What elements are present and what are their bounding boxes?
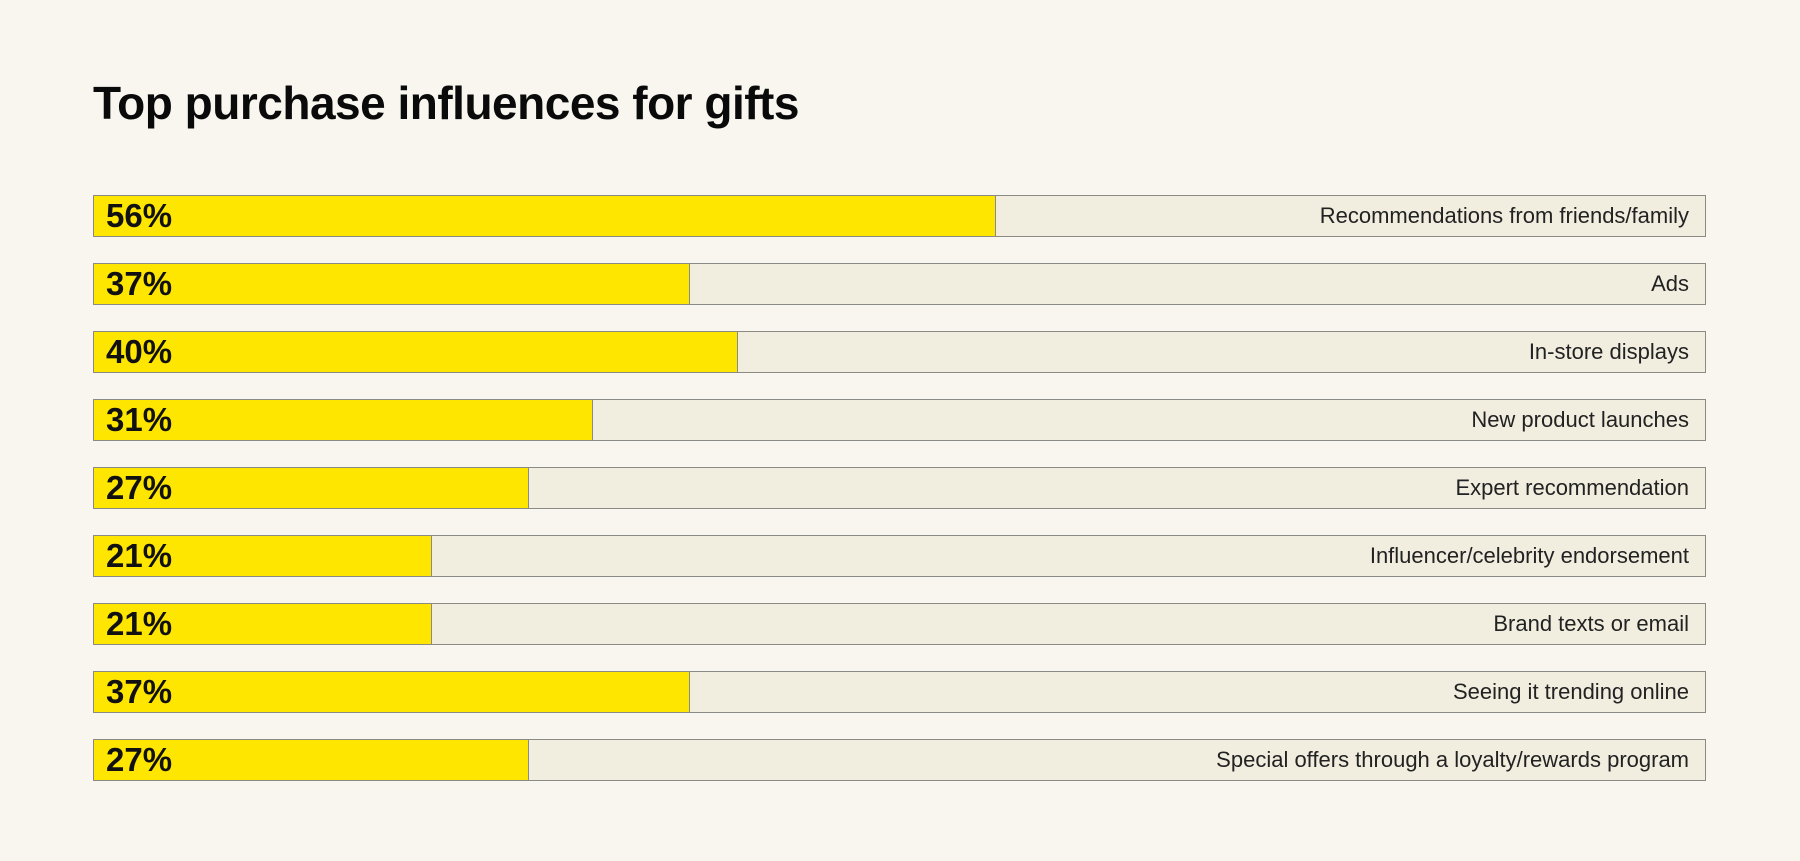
chart-title: Top purchase influences for gifts xyxy=(93,77,799,129)
bar xyxy=(94,332,739,372)
bar xyxy=(94,604,433,644)
bar-value-label: 31% xyxy=(106,401,173,438)
bar-category-label: New product launches xyxy=(1471,407,1689,432)
bar-category-label: Recommendations from friends/family xyxy=(1319,203,1689,228)
bar-row: 21% Influencer/celebrity endorsement xyxy=(93,535,1706,577)
bar-value-label: 37% xyxy=(106,673,173,710)
bar-row: 37% Seeing it trending online xyxy=(93,671,1706,713)
bar-value-label: 21% xyxy=(106,537,173,574)
bar xyxy=(94,264,691,304)
bar-category-label: Influencer/celebrity endorsement xyxy=(1369,543,1689,568)
bar-chart: 56% Recommendations from friends/family 37… xyxy=(93,195,1706,807)
bar xyxy=(94,468,529,508)
bar-row: 21% Brand texts or email xyxy=(93,603,1706,645)
bar xyxy=(94,740,529,780)
bar xyxy=(94,196,997,236)
bar-row: 40% In-store displays xyxy=(93,331,1706,373)
bar-category-label: In-store displays xyxy=(1528,339,1689,364)
bar-row: 27% Expert recommendation xyxy=(93,467,1706,509)
bar-value-label: 21% xyxy=(106,605,173,642)
bar xyxy=(94,536,433,576)
bar-category-label: Brand texts or email xyxy=(1493,611,1689,636)
bar-row: 31% New product launches xyxy=(93,399,1706,441)
bar-value-label: 37% xyxy=(106,265,173,302)
bar-row: 56% Recommendations from friends/family xyxy=(93,195,1706,237)
bar-row: 37% Ads xyxy=(93,263,1706,305)
bar-value-label: 27% xyxy=(106,469,173,506)
bar-value-label: 56% xyxy=(106,197,173,234)
bar xyxy=(94,672,691,712)
bar-category-label: Seeing it trending online xyxy=(1452,679,1689,704)
bar-category-label: Special offers through a loyalty/rewards… xyxy=(1216,747,1689,772)
bar-category-label: Expert recommendation xyxy=(1455,475,1689,500)
bar xyxy=(94,400,594,440)
bar-category-label: Ads xyxy=(1651,271,1689,296)
bar-value-label: 40% xyxy=(106,333,173,370)
bar-value-label: 27% xyxy=(106,741,173,778)
bar-row: 27% Special offers through a loyalty/rewa… xyxy=(93,739,1706,781)
